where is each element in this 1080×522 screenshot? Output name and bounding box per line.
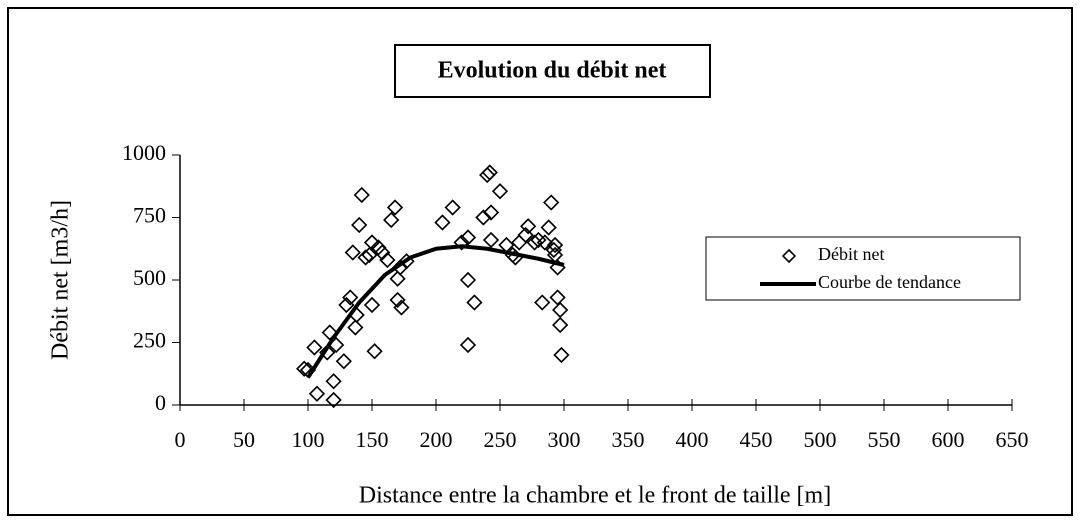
point	[379, 251, 396, 269]
point	[386, 199, 404, 216]
point	[549, 289, 566, 306]
x-tick-label: 250	[484, 427, 517, 452]
point	[543, 194, 560, 211]
x-tick-label: 100	[292, 427, 325, 452]
legend-marker	[781, 248, 797, 264]
point	[481, 164, 498, 181]
x-tick-label: 600	[932, 427, 965, 452]
point	[389, 270, 406, 287]
point	[321, 324, 338, 341]
point	[444, 199, 461, 216]
y-tick-label: 250	[133, 328, 166, 353]
point	[370, 239, 387, 256]
point	[479, 166, 496, 184]
point	[319, 344, 336, 361]
point	[552, 316, 569, 334]
point	[540, 219, 557, 236]
point	[374, 244, 391, 261]
legend-label: Débit net	[818, 244, 884, 264]
point	[353, 186, 370, 204]
x-tick-label: 450	[740, 427, 773, 452]
point	[325, 391, 342, 409]
point	[466, 294, 483, 311]
point	[342, 289, 359, 306]
legend-box	[705, 236, 1021, 301]
chart-border	[7, 7, 1073, 516]
point	[357, 249, 374, 266]
point	[511, 234, 528, 251]
point	[546, 236, 564, 254]
point	[366, 343, 383, 360]
point	[482, 204, 500, 221]
point	[335, 353, 352, 370]
x-tick-label: 650	[996, 427, 1029, 452]
y-tick-label: 0	[155, 390, 166, 415]
y-tick-label: 500	[133, 265, 166, 290]
x-tick-label: 50	[233, 427, 255, 452]
y-tick-label: 750	[133, 203, 166, 228]
point	[344, 244, 361, 261]
point	[325, 373, 342, 390]
point	[383, 211, 400, 229]
point	[393, 299, 410, 316]
point	[520, 218, 537, 235]
point	[308, 385, 326, 402]
point	[482, 231, 500, 249]
point	[351, 216, 368, 234]
x-tick-label: 300	[548, 427, 581, 452]
x-axis-label: Distance entre la chambre et le front de…	[359, 483, 831, 509]
point	[534, 294, 551, 311]
point	[296, 360, 313, 377]
chart-title: Evolution du débit net	[438, 58, 667, 84]
point	[552, 301, 569, 319]
point	[459, 229, 477, 246]
trend-line	[306, 244, 565, 379]
point	[536, 234, 553, 251]
point	[361, 246, 378, 264]
x-tick-label: 400	[676, 427, 709, 452]
point	[306, 339, 323, 356]
point	[491, 183, 509, 200]
point	[553, 346, 570, 364]
point	[459, 271, 477, 289]
point	[517, 226, 534, 244]
point	[434, 214, 451, 231]
x-tick-label: 150	[356, 427, 389, 452]
point	[363, 234, 381, 251]
point	[389, 291, 406, 309]
x-tick-label: 550	[868, 427, 901, 452]
point	[459, 336, 477, 354]
point	[475, 209, 492, 226]
title-box	[394, 44, 711, 98]
x-tick-label: 0	[175, 427, 186, 452]
legend-label: Courbe de tendance	[818, 272, 961, 292]
point	[392, 259, 409, 276]
x-tick-label: 200	[420, 427, 453, 452]
point	[453, 234, 470, 251]
point	[347, 319, 364, 336]
y-axis-label: Débit net [m3/h]	[48, 200, 74, 360]
x-tick-label: 500	[804, 427, 837, 452]
y-tick-label: 1000	[122, 140, 166, 165]
point	[363, 296, 381, 314]
x-tick-label: 350	[612, 427, 645, 452]
